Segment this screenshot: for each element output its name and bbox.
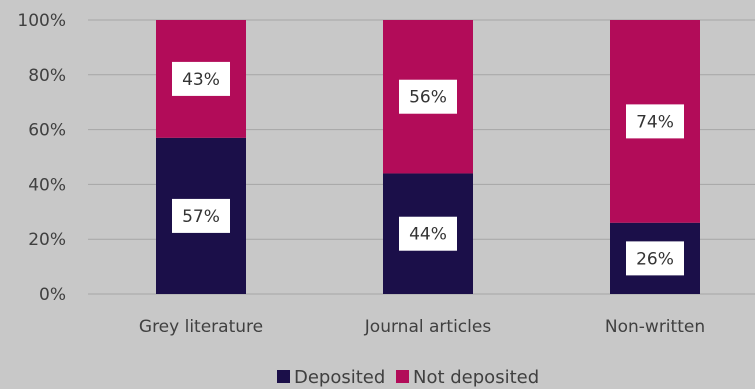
x-category-label: Non-written bbox=[605, 317, 705, 337]
data-label-text: 74% bbox=[636, 112, 674, 132]
data-label: 74% bbox=[626, 104, 684, 139]
y-tick-label: 100% bbox=[17, 11, 66, 31]
y-tick-label: 20% bbox=[28, 230, 66, 250]
data-label-text: 26% bbox=[636, 249, 674, 269]
x-category-label: Journal articles bbox=[364, 317, 492, 337]
data-label-text: 43% bbox=[182, 70, 220, 90]
legend-label: Not deposited bbox=[413, 367, 539, 388]
data-label-box bbox=[399, 216, 457, 251]
data-label-box bbox=[172, 198, 230, 233]
y-tick-label: 0% bbox=[39, 285, 66, 305]
data-label-box bbox=[399, 79, 457, 114]
data-label: 44% bbox=[399, 216, 457, 251]
data-label-box bbox=[172, 61, 230, 96]
data-label: 43% bbox=[172, 61, 230, 96]
y-tick-label: 60% bbox=[28, 121, 66, 141]
x-axis-categories: Grey literature Journal articles Non-writt… bbox=[139, 317, 705, 337]
legend: Deposited Not deposited bbox=[277, 367, 539, 388]
bars bbox=[156, 20, 700, 294]
data-labels: 57% 43% 44% 56% 26% 74% bbox=[172, 61, 684, 276]
x-category-label: Grey literature bbox=[139, 317, 263, 337]
legend-item-deposited: Deposited bbox=[277, 367, 385, 388]
data-label: 56% bbox=[399, 79, 457, 114]
data-label: 57% bbox=[172, 198, 230, 233]
legend-label: Deposited bbox=[294, 367, 385, 388]
data-label-text: 56% bbox=[409, 88, 447, 108]
data-label-text: 57% bbox=[182, 207, 220, 227]
data-label-box bbox=[626, 241, 684, 276]
data-label-text: 44% bbox=[409, 225, 447, 245]
y-tick-label: 80% bbox=[28, 66, 66, 86]
y-tick-label: 40% bbox=[28, 175, 66, 195]
legend-item-not-deposited: Not deposited bbox=[396, 367, 539, 388]
y-axis-ticks: 0% 20% 40% 60% 80% 100% bbox=[17, 11, 66, 305]
data-label-box bbox=[626, 104, 684, 139]
data-label: 26% bbox=[626, 241, 684, 276]
legend-swatch bbox=[277, 370, 290, 383]
legend-swatch bbox=[396, 370, 409, 383]
